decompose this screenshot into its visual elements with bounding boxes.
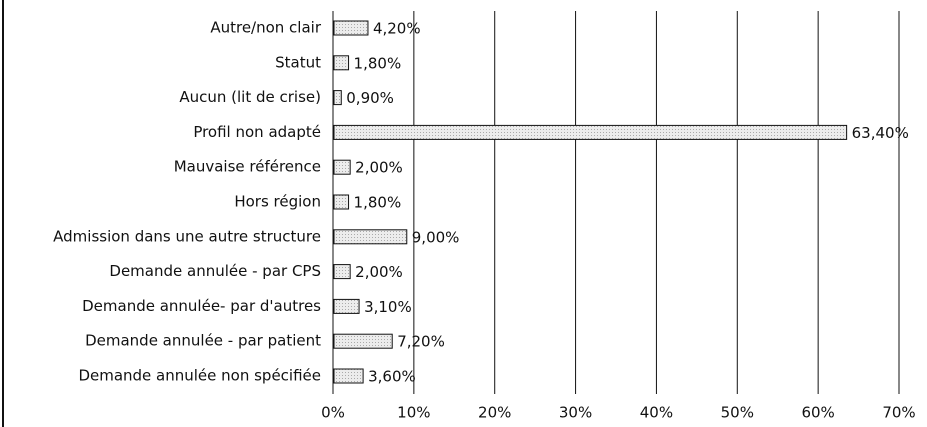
x-tick-label: 0% — [321, 404, 345, 422]
y-tick-label: Demande annulée - par CPS — [109, 262, 321, 280]
bar — [333, 90, 342, 106]
bar — [333, 264, 351, 280]
data-label: 4,20% — [373, 20, 421, 38]
x-tick-label: 40% — [640, 404, 673, 422]
data-label: 1,80% — [354, 54, 402, 72]
bar — [333, 229, 408, 245]
y-tick-label: Mauvaise référence — [174, 158, 321, 176]
x-tick-label: 70% — [882, 404, 915, 422]
y-tick-label: Demande annulée non spécifiée — [78, 367, 321, 385]
y-tick-label: Autre/non clair — [210, 19, 322, 37]
bar — [333, 368, 364, 384]
data-label: 7,20% — [397, 333, 445, 351]
y-tick-label: Profil non adapté — [193, 123, 321, 141]
bar — [333, 124, 848, 140]
data-label: 3,60% — [368, 368, 416, 386]
data-label: 3,10% — [364, 298, 412, 316]
y-tick-label: Statut — [275, 53, 321, 71]
x-tick-label: 30% — [559, 404, 592, 422]
x-tick-label: 50% — [721, 404, 754, 422]
y-tick-label: Aucun (lit de crise) — [179, 88, 321, 106]
data-label: 2,00% — [355, 159, 403, 177]
y-tick-label: Demande annulée - par patient — [85, 332, 321, 350]
data-label: 9,00% — [412, 228, 460, 246]
data-label: 63,40% — [852, 124, 909, 142]
y-tick-label: Admission dans une autre structure — [53, 227, 321, 245]
y-tick-label: Demande annulée- par d'autres — [82, 297, 321, 315]
data-label: 1,80% — [354, 194, 402, 212]
bar — [333, 159, 351, 175]
x-tick-label: 20% — [478, 404, 511, 422]
bar — [333, 333, 393, 349]
bar — [333, 298, 360, 314]
bar — [333, 55, 350, 71]
y-tick-label: Hors région — [234, 193, 321, 211]
bar — [333, 194, 350, 210]
data-label: 2,00% — [355, 263, 403, 281]
bar — [333, 20, 369, 36]
x-tick-label: 10% — [397, 404, 430, 422]
x-tick-label: 60% — [801, 404, 834, 422]
data-label: 0,90% — [346, 89, 394, 107]
